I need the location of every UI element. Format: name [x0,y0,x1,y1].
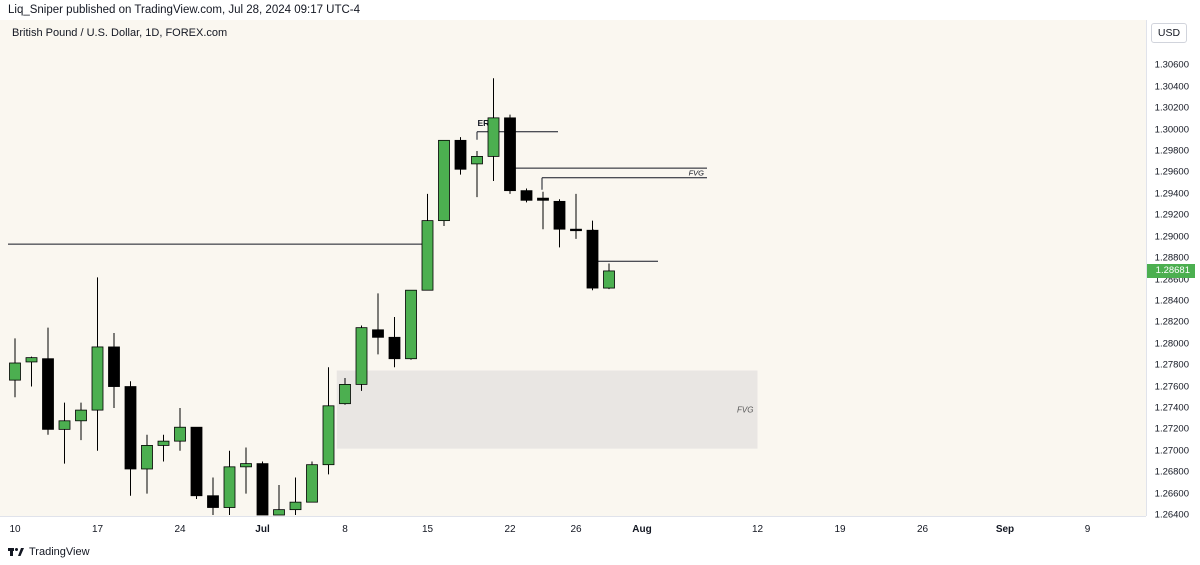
fvg-top-label: FVG [689,169,705,178]
price-tick-label: 1.27800 [1154,359,1189,371]
candle-body [504,117,516,192]
price-tick-label: 1.28000 [1154,338,1189,350]
candle-body [91,346,104,411]
chart-pane[interactable]: British Pound / U.S. Dollar, 1D, FOREX.c… [0,20,1146,516]
candle-body [256,463,269,516]
price-tick-label: 1.29600 [1154,166,1189,178]
candle-body [141,445,153,470]
candle-body [157,440,170,446]
price-tick-label: 1.28600 [1154,274,1189,285]
time-tick-label: 9 [1084,524,1091,535]
publisher-line: Liq_Sniper published on TradingView.com,… [8,4,361,16]
time-tick-label: 26 [916,524,929,535]
candle-body [190,426,203,497]
price-tick-label: 1.28400 [1154,295,1189,307]
price-tick-label: 1.29400 [1154,188,1189,200]
candle-body [289,501,302,511]
time-tick-label: 24 [174,524,186,535]
candle-body [273,509,285,516]
time-tick-label: Jul [255,524,270,535]
price-tick-label: 1.27600 [1154,381,1189,393]
time-tick-label: Sep [995,524,1015,535]
price-tick-label: 1.26400 [1154,509,1189,521]
candle-body [223,466,236,508]
time-tick-label: Aug [632,524,652,535]
candle-body [487,117,500,157]
time-tick-label: 8 [342,524,348,535]
candle-body [570,228,582,232]
candle-body [240,463,252,468]
time-tick-label: 26 [570,524,582,535]
price-tick-label: 1.30600 [1154,59,1189,71]
time-tick-label: 12 [751,524,764,535]
price-tick-label: 1.26600 [1154,488,1189,500]
symbol-title[interactable]: British Pound / U.S. Dollar, 1D, FOREX.c… [12,27,228,39]
price-tick-label: 1.26800 [1154,466,1189,478]
time-tick-label: 15 [421,524,434,535]
fvg-zone [336,370,758,449]
candle-body [339,384,351,405]
candlestick-chart[interactable]: FVG ERL FVG [0,20,1146,516]
candle-body [322,405,335,466]
candle-body [438,139,450,222]
price-tick-label: 1.30200 [1154,102,1189,114]
candle-body [75,409,87,422]
candle-body [25,357,38,363]
candle-body [586,229,599,289]
candle-body [537,197,549,201]
candle-body [405,289,417,360]
time-tick-label: 19 [834,524,846,535]
candle-body [207,495,219,508]
price-tick-label: 1.30400 [1154,81,1189,93]
time-tick-label: 17 [91,524,104,535]
candle-body [306,464,318,503]
candle-body [108,346,120,387]
time-scale[interactable]: 10 17 24 Jul 8 15 22 26 Aug 12 19 26 Sep 9 [0,516,1146,541]
candle-body [471,155,483,165]
candle-body [124,386,137,470]
tradingview-logo[interactable]: TradingView [8,546,90,558]
erl-label: ERL [478,118,495,128]
candle-body [454,139,467,170]
candle-body [553,200,566,230]
candle-body [372,329,384,338]
candle-body [174,426,186,442]
price-tick-label: 1.27400 [1154,402,1189,414]
last-price-label: 1.28681 [1147,263,1195,278]
price-tick-label: 1.27000 [1154,445,1189,457]
price-tick-label: 1.29000 [1154,231,1189,243]
candle-body [603,270,615,289]
candle-body [421,220,434,291]
footer: TradingView [0,541,1200,565]
price-tick-label: 1.28800 [1154,252,1189,264]
candle-body [388,336,401,360]
price-tick-label: 1.27200 [1154,423,1189,435]
currency-button[interactable]: USD [1151,23,1187,43]
price-tick-label: 1.28200 [1154,316,1189,328]
price-tick-label: 1.29800 [1154,145,1189,157]
publisher-header: Liq_Sniper published on TradingView.com,… [0,0,1200,20]
price-tick-label: 1.30000 [1154,124,1189,136]
candle-body [9,362,21,381]
candle-body [520,190,533,201]
time-tick-label: 22 [504,524,516,535]
price-tick-label: 1.29200 [1154,209,1189,221]
tradingview-logo-text: TradingView [29,546,90,558]
candle-body [58,420,71,430]
candle-body [355,327,368,385]
candle-body [42,358,54,430]
fvg-zone-label: FVG [737,406,753,415]
tradingview-logo-icon [8,548,24,556]
time-tick-label: 10 [9,524,21,535]
